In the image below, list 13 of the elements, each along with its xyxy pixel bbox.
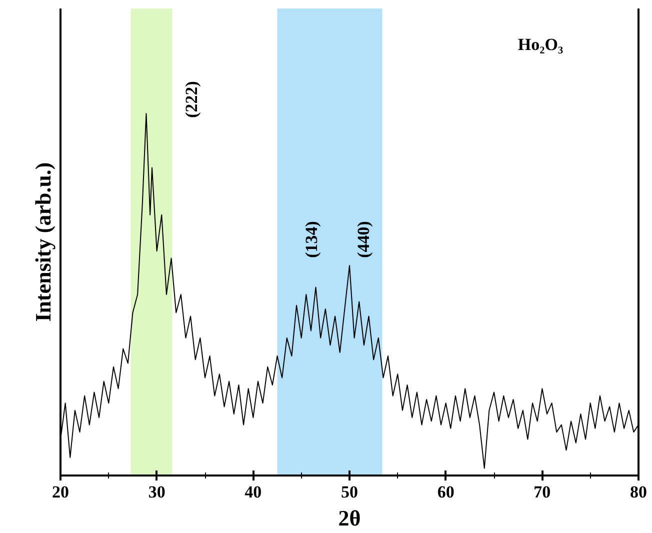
text: Ho₂O₃ (518, 35, 564, 54)
x-tick-label: 30 (148, 482, 166, 502)
y-axis-title: Intensity (arb.u.) (30, 162, 56, 322)
x-axis-title: 2θ (338, 506, 361, 530)
x-tick-label: 20 (52, 482, 69, 502)
x-tick-label: 70 (534, 482, 551, 502)
x-tick-label: 50 (341, 482, 358, 502)
x-tick-label: 60 (437, 482, 454, 502)
annotation: (222) (182, 81, 201, 118)
x-tick-label: 80 (630, 482, 647, 502)
annotation: (440) (354, 221, 373, 258)
annotation: (134) (302, 221, 321, 258)
x-tick-label: 40 (244, 482, 262, 502)
